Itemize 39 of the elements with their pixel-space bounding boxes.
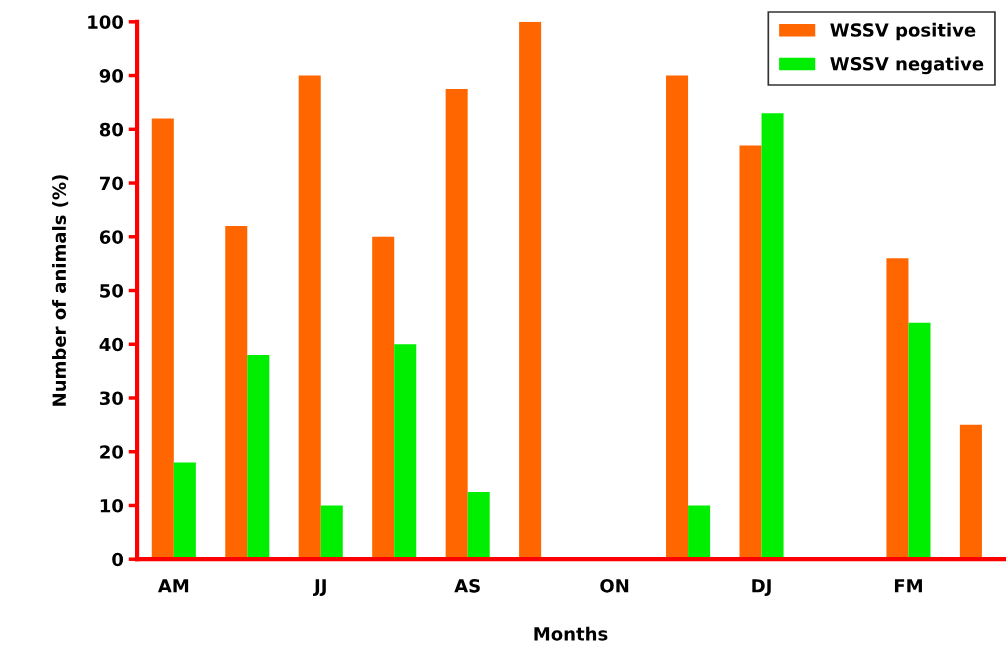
bar	[761, 113, 784, 560]
bar	[688, 505, 711, 560]
bar	[886, 258, 909, 560]
x-tick-label: ON	[600, 578, 629, 593]
bar	[151, 118, 174, 560]
bar	[959, 424, 982, 560]
bar	[320, 505, 343, 560]
y-tick-label: 80	[99, 122, 124, 137]
y-tick-label: 100	[88, 15, 124, 29]
x-tick-label: DJ	[752, 579, 771, 596]
y-tick-label: 70	[99, 176, 124, 191]
x-tick-label: AM	[157, 579, 189, 593]
bar	[372, 236, 395, 560]
bar	[445, 88, 468, 560]
x-tick-label: JJ	[313, 579, 326, 596]
y-tick-label: 60	[99, 230, 124, 244]
legend-label: WSSV positive	[830, 22, 976, 41]
bar	[225, 226, 248, 560]
bar	[739, 145, 762, 560]
legend-label: WSSV negative	[830, 56, 984, 75]
x-tick-label: AS	[454, 578, 480, 593]
bar	[173, 462, 196, 560]
y-tick-label: 30	[99, 391, 124, 406]
bar	[908, 322, 931, 560]
bar	[467, 492, 490, 560]
bar	[394, 344, 417, 560]
x-axis-title: Months	[534, 626, 608, 641]
y-tick-label: 50	[100, 283, 124, 298]
bar	[519, 21, 542, 560]
bar	[666, 75, 689, 560]
y-tick-label: 10	[100, 498, 124, 513]
y-tick-label: 0	[112, 552, 124, 567]
y-axis-title: Number of animals (%)	[52, 175, 69, 406]
x-tick-label: FM	[894, 579, 922, 593]
y-tick-label: 40	[99, 337, 124, 352]
bar	[247, 355, 270, 560]
bar	[298, 75, 321, 560]
y-tick-label: 90	[99, 69, 124, 83]
y-tick-label: 20	[100, 445, 124, 459]
